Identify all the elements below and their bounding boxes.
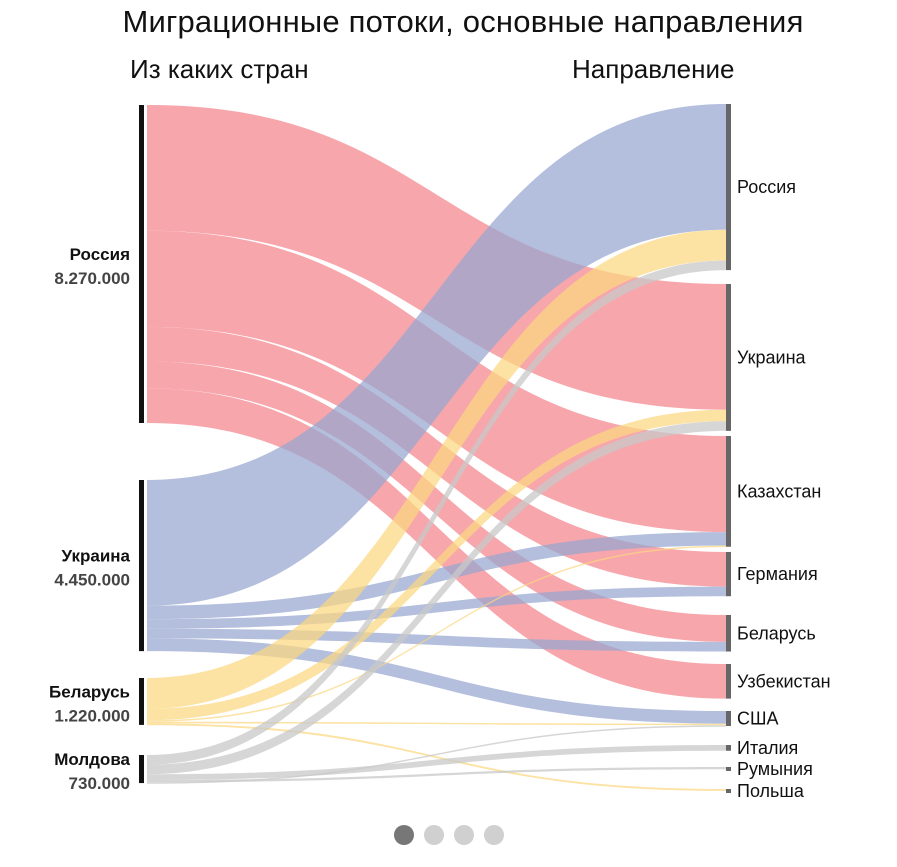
flow-ukraine-to-usa[interactable] [147,638,726,724]
target-bar-germany[interactable] [726,552,731,597]
target-label-belarus: Беларусь [737,623,816,643]
target-bar-ukraine[interactable] [726,284,731,431]
sources-column-header: Из каких стран [130,54,309,84]
sankey-diagram: Россия 8.270.000 Украина 4.450.000 Беларусь 1… [49,104,831,801]
source-value-belarus: 1.220.000 [54,706,130,725]
target-label-kazakhstan: Казахстан [737,481,821,501]
flow-belarus-to-poland[interactable] [147,723,726,791]
chart-title: Миграционные потоки, основные направлени… [122,4,804,39]
pagination [0,825,897,845]
target-bar-italy[interactable] [726,745,731,751]
target-label-italy: Италия [737,738,798,758]
flow-moldova-to-italy[interactable] [147,745,726,780]
source-value-russia: 8.270.000 [54,269,130,288]
page-dot-4[interactable] [483,825,504,845]
source-bar-russia[interactable] [139,105,144,423]
targets-column-header: Направление [572,54,735,84]
target-label-poland: Польша [737,781,805,801]
flow-belarus-to-usa[interactable] [147,721,726,726]
flow-moldova-to-russia[interactable] [147,260,726,765]
flow-moldova-to-romania[interactable] [147,767,726,783]
node-bar-layer [139,104,731,793]
target-label-ukraine: Украина [737,347,807,367]
target-bar-usa[interactable] [726,711,731,726]
flow-russia-to-ukraine[interactable] [147,105,726,410]
flow-ukraine-to-russia[interactable] [147,104,726,606]
flow-russia-to-belarus[interactable] [147,361,726,642]
target-label-uzbekistan: Узбекистан [737,671,831,691]
flow-layer [147,104,726,791]
flow-belarus-to-kazakhstan[interactable] [147,545,726,722]
target-label-romania: Румыния [737,759,813,779]
page-dot-2[interactable] [423,825,444,845]
source-bar-moldova[interactable] [139,755,144,784]
flow-moldova-to-ukraine[interactable] [147,421,726,775]
target-label-germany: Германия [737,564,818,584]
node-label-layer: Россия 8.270.000 Украина 4.450.000 Беларусь 1… [49,177,831,801]
target-label-usa: США [737,708,779,728]
source-label-ukraine: Украина [62,547,131,566]
flow-ukraine-to-kazakhstan[interactable] [147,532,726,620]
flow-moldova-to-usa[interactable] [147,725,726,784]
source-value-moldova: 730.000 [69,774,130,793]
source-value-ukraine: 4.450.000 [54,571,130,590]
target-bar-kazakhstan[interactable] [726,436,731,547]
target-bar-russia[interactable] [726,104,731,271]
source-label-belarus: Беларусь [49,682,130,701]
flow-russia-to-uzbekistan[interactable] [147,388,726,699]
flow-belarus-to-russia[interactable] [147,229,726,709]
flow-belarus-to-ukraine[interactable] [147,409,726,721]
page-dot-1[interactable] [393,825,414,845]
source-label-russia: Россия [70,245,130,264]
target-bar-romania[interactable] [726,767,731,771]
flow-ukraine-to-germany[interactable] [147,586,726,629]
target-bar-uzbekistan[interactable] [726,664,731,699]
source-bar-ukraine[interactable] [139,480,144,652]
source-bar-belarus[interactable] [139,678,144,725]
target-bar-belarus[interactable] [726,615,731,652]
target-bar-poland[interactable] [726,789,731,793]
page-dot-3[interactable] [453,825,474,845]
source-label-moldova: Молдова [54,750,130,769]
target-label-russia: Россия [737,177,796,197]
